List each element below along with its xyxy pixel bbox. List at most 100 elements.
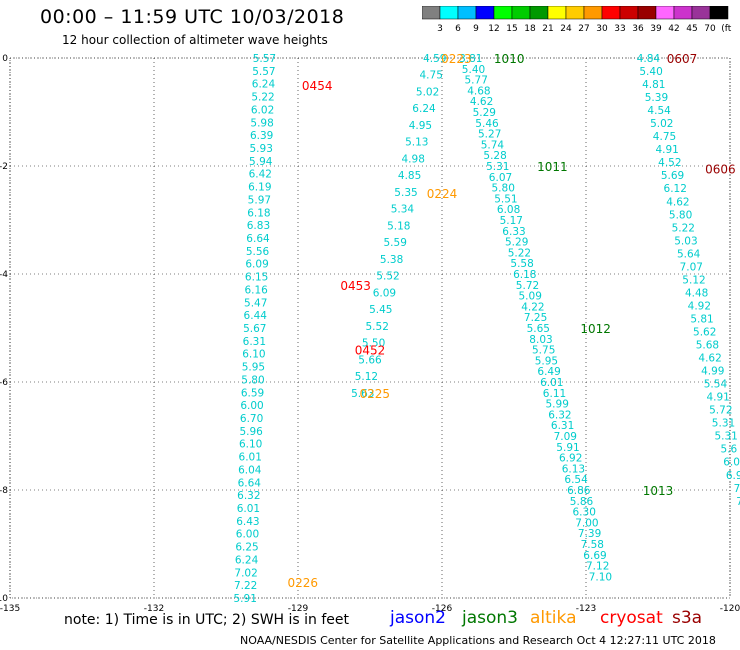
wave-height-value: 5.6 <box>721 444 738 456</box>
wave-height-value: 5.12 <box>682 274 705 286</box>
pass-time-label: 0454 <box>302 79 333 93</box>
colorbar-label: 18 <box>524 24 536 34</box>
y-tick-label: -2 <box>0 162 8 172</box>
colorbar-label: 45 <box>686 24 697 34</box>
wave-height-value: 5.86 <box>570 496 594 508</box>
wave-height-value: 6.00 <box>240 400 263 412</box>
pass-time-label: 1012 <box>580 322 611 336</box>
x-tick-label: -126 <box>432 604 453 614</box>
colorbar-label: 30 <box>596 24 608 34</box>
pass-time-label: 0606 <box>705 163 736 177</box>
colorbar-label: 27 <box>578 24 589 34</box>
wave-height-value: 6.64 <box>238 477 262 489</box>
wave-height-value: 4.54 <box>647 105 671 117</box>
wave-height-value: 7.22 <box>234 580 257 592</box>
wave-height-value: 6.31 <box>243 336 266 348</box>
wave-height-value: 4.75 <box>653 131 676 143</box>
wave-height-value: 6.70 <box>240 413 263 425</box>
wave-height-value: 6.49 <box>537 366 560 378</box>
wave-height-value: 5.95 <box>242 362 265 374</box>
wave-height-value: 6.07 <box>489 172 512 184</box>
wave-height-value: 5.75 <box>532 345 555 357</box>
colorbar-label: 33 <box>614 24 625 34</box>
wave-height-value: 5.91 <box>556 442 579 454</box>
wave-height-value: 7.12 <box>586 561 609 573</box>
wave-height-value: 6.83 <box>247 220 270 232</box>
legend-s3a: s3a <box>672 608 703 628</box>
wave-height-value: 6.33 <box>502 226 525 238</box>
colorbar-label: 21 <box>542 24 553 34</box>
wave-height-value: 5.18 <box>387 220 410 232</box>
wave-height-value: 4.85 <box>398 170 421 182</box>
wave-height-value: 7.10 <box>589 571 612 583</box>
y-tick-label: -6 <box>0 378 8 388</box>
wave-height-value: 5.22 <box>672 222 695 234</box>
wave-height-value: 6.19 <box>248 182 271 194</box>
wave-height-value: 7.39 <box>578 528 601 540</box>
pass-time-label: 0607 <box>667 52 698 66</box>
x-tick-label: -132 <box>144 604 164 614</box>
colorbar-label: 9 <box>473 24 479 34</box>
wave-height-value: 6.32 <box>237 490 260 502</box>
wave-height-value: 5.57 <box>252 66 275 78</box>
wave-height-value: 4.22 <box>521 301 544 313</box>
wave-height-value: 6.04 <box>238 464 262 476</box>
wave-height-value: 6.54 <box>564 474 588 486</box>
wave-height-value: 6.01 <box>540 377 563 389</box>
wave-height-value: 5.52 <box>366 321 389 333</box>
wave-height-value: 6.08 <box>497 204 520 216</box>
wave-height-value: 5.94 <box>249 156 273 168</box>
wave-height-value: 5.46 <box>475 118 499 130</box>
chart-subtitle: 12 hour collection of altimeter wave hei… <box>62 33 328 47</box>
wave-height-value: 4.68 <box>467 85 490 97</box>
wave-height-value: 4.98 <box>402 153 425 165</box>
wave-height-value: 6.13 <box>562 463 585 475</box>
wave-height-value: 5.80 <box>492 183 515 195</box>
colorbar-label: 6 <box>455 24 461 34</box>
wave-height-value: 5.29 <box>473 107 496 119</box>
y-tick-label: -8 <box>0 486 8 496</box>
pass-time-label: 1010 <box>494 52 525 66</box>
wave-height-value: 5.72 <box>516 280 539 292</box>
pass-time-label: 0453 <box>340 279 371 293</box>
pass-time-label: 0452 <box>355 344 386 358</box>
colorbar-label: 12 <box>488 24 499 34</box>
wave-height-value: 5.57 <box>253 53 276 65</box>
wave-height-value: 4.48 <box>685 287 708 299</box>
wave-height-value: 6.69 <box>583 550 606 562</box>
wave-height-value: 5.31 <box>712 418 735 430</box>
wave-height-value: 7.00 <box>575 517 598 529</box>
wave-height-value: 5.34 <box>391 204 415 216</box>
wave-height-value: 5.40 <box>639 66 662 78</box>
colorbar-label: 42 <box>668 24 679 34</box>
wave-height-value: 6.00 <box>236 529 259 541</box>
wave-height-value: 5.27 <box>478 129 501 141</box>
wave-height-value: 4.91 <box>706 392 729 404</box>
wave-height-value: 6.01 <box>239 452 262 464</box>
map-grid <box>9 57 731 599</box>
wave-height-value: 7.07 <box>680 261 703 273</box>
pass-time-label: 1011 <box>537 160 568 174</box>
wave-height-value: 4.59 <box>423 53 446 65</box>
wave-height-value: 5.63 <box>351 388 374 400</box>
legend-jason3: jason3 <box>462 608 518 628</box>
x-tick-label: -120 <box>720 604 740 614</box>
wave-height-value: 6.11 <box>543 388 566 400</box>
wave-height-value: 5.64 <box>677 248 701 260</box>
wave-height-value: 5.51 <box>494 193 517 205</box>
wave-height-value: 6.18 <box>247 207 270 219</box>
colorbar-label: 36 <box>632 24 644 34</box>
wave-height-value: 5.31 <box>714 431 737 443</box>
wave-height-value: 5.02 <box>650 118 673 130</box>
wave-height-value: 6.18 <box>513 269 536 281</box>
wave-height-value: 4.99 <box>701 366 724 378</box>
wave-height-value: 6.10 <box>242 349 265 361</box>
x-tick-label: -129 <box>288 604 309 614</box>
wave-height-value: 5.96 <box>239 426 263 438</box>
colorbar-label: 3 <box>437 24 443 34</box>
pass-time-label: 0226 <box>288 576 319 590</box>
wave-height-value: 5.09 <box>519 291 542 303</box>
wave-height-value: 6.92 <box>559 453 582 465</box>
y-tick-label: 0 <box>2 54 8 64</box>
